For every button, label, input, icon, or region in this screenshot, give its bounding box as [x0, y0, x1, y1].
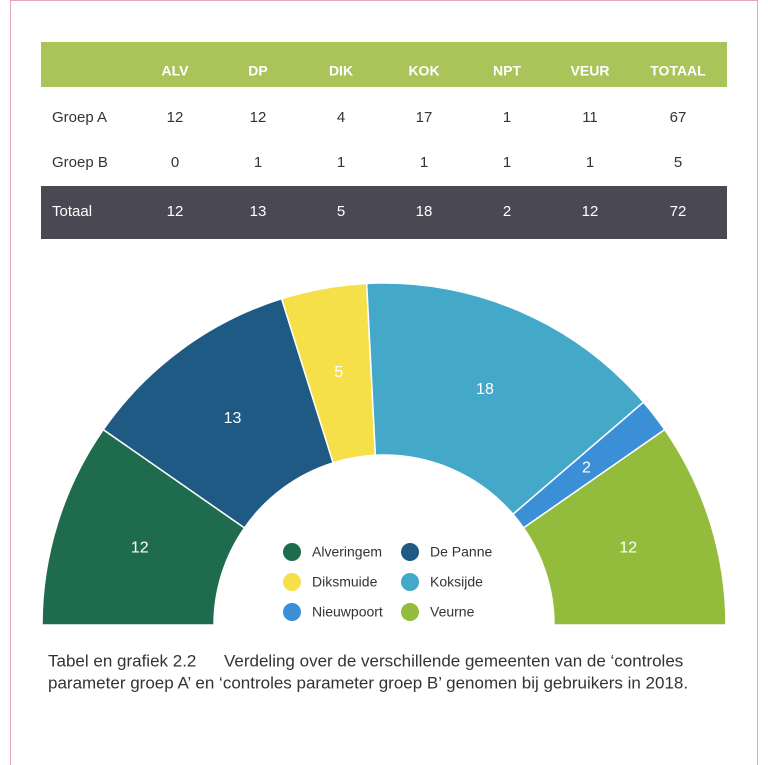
table-cell: Groep B: [52, 154, 108, 171]
table-cell: 1: [254, 154, 262, 171]
table-header: ALV: [162, 63, 190, 79]
slice-label: 18: [476, 381, 494, 398]
legend-label: Koksijde: [430, 574, 483, 590]
slice: [522, 428, 727, 626]
legend-dot: [401, 573, 419, 591]
caption-line: Verdeling over de verschillende gemeente…: [224, 651, 683, 670]
table-total-bg: [41, 186, 727, 239]
table-cell: 1: [337, 154, 345, 171]
table-cell: 1: [503, 154, 511, 171]
table-header: DP: [248, 63, 267, 79]
table-total: 12: [582, 203, 599, 220]
legend-dot: [401, 603, 419, 621]
table-cell: 17: [416, 109, 433, 126]
table-total: 72: [670, 203, 687, 220]
slice-label: 5: [334, 364, 343, 381]
table-total: 5: [337, 203, 345, 220]
legend-dot: [283, 543, 301, 561]
table-cell: 12: [250, 109, 267, 126]
table-cell: 67: [670, 109, 687, 126]
table-header-bg: [41, 42, 727, 87]
table-cell: 1: [586, 154, 594, 171]
table-total: 12: [167, 203, 184, 220]
legend-label: Nieuwpoort: [312, 604, 383, 620]
table-total: Totaal: [52, 203, 92, 220]
slice-label: 12: [131, 540, 149, 557]
table-header: VEUR: [571, 63, 610, 79]
slice-label: 13: [224, 410, 242, 427]
table-total: 13: [250, 203, 267, 220]
slice: [365, 282, 645, 516]
caption-label: Tabel en grafiek 2.2: [48, 651, 196, 670]
table-cell: 11: [582, 109, 598, 126]
page-border: [10, 0, 758, 765]
legend-label: Diksmuide: [312, 574, 378, 590]
table-header: KOK: [408, 63, 439, 79]
legend-dot: [283, 573, 301, 591]
slice-label: 12: [619, 540, 637, 557]
table-header: TOTAAL: [650, 63, 706, 79]
table-cell: 12: [167, 109, 184, 126]
legend-label: Veurne: [430, 604, 475, 620]
legend-dot: [283, 603, 301, 621]
table-total: 2: [503, 203, 511, 220]
slice-label: 2: [582, 460, 591, 477]
legend-label: Alveringem: [312, 544, 382, 560]
legend-label: De Panne: [430, 544, 492, 560]
table-cell: 1: [503, 109, 511, 126]
table-total: 18: [416, 203, 433, 220]
caption-line: parameter groep A’ en ‘controles paramet…: [48, 673, 688, 692]
table-cell: 5: [674, 154, 682, 171]
table-cell: 4: [337, 109, 345, 126]
table-cell: 0: [171, 154, 179, 171]
table-cell: 1: [420, 154, 428, 171]
table-cell: Groep A: [52, 109, 107, 126]
table-header: DIK: [329, 63, 353, 79]
legend-dot: [401, 543, 419, 561]
table-header: NPT: [493, 63, 521, 79]
